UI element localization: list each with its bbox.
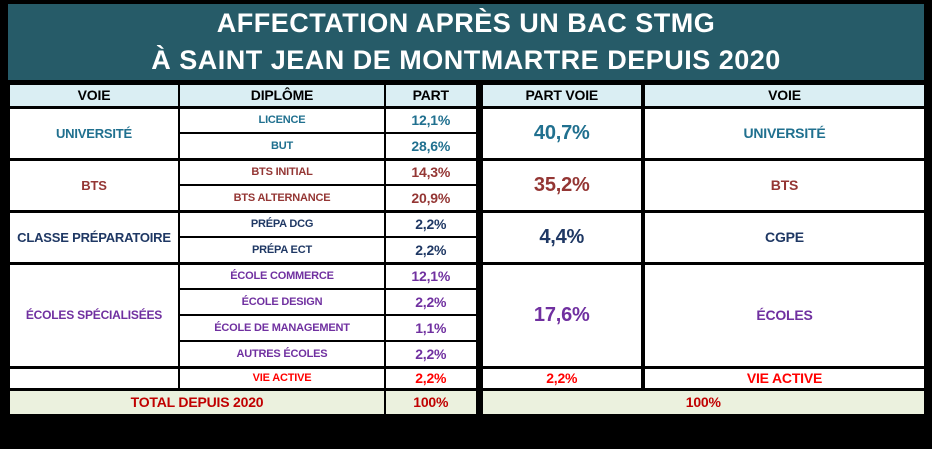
part-cell: 20,9% — [384, 184, 480, 212]
total-label-cell: TOTAL DEPUIS 2020 — [8, 387, 386, 416]
diplome-cell: PRÉPA ECT — [178, 236, 386, 264]
header-part: PART — [384, 83, 480, 108]
header-voie-right: VOIE — [641, 83, 926, 108]
table-row: ÉCOLE DESIGN 2,2% — [9, 288, 925, 316]
diplome-cell: VIE ACTIVE — [178, 365, 386, 390]
part-voie-cell-vie-active: 2,2% — [475, 365, 644, 390]
voie-right-cell-universite: UNIVERSITÉ — [641, 105, 926, 160]
table-row: BTS ALTERNANCE 20,9% — [9, 184, 925, 212]
part-cell: 12,1% — [384, 261, 480, 290]
table-row: PRÉPA ECT 2,2% — [9, 236, 925, 264]
table-row: VIE ACTIVE 2,2% 2,2% VIE ACTIVE — [8, 365, 926, 390]
voie-cell-classe-preparatoire: CLASSE PRÉPARATOIRE — [8, 209, 180, 264]
table-row: BUT 28,6% — [9, 132, 925, 160]
part-cell: 1,1% — [384, 314, 480, 342]
diplome-cell: ÉCOLE DE MANAGEMENT — [178, 314, 386, 342]
diplome-cell: BUT — [178, 132, 386, 160]
voie-cell-empty — [8, 365, 180, 390]
diplome-cell: ÉCOLE DESIGN — [178, 288, 386, 316]
header-diplome: DIPLÔME — [178, 83, 386, 108]
voie-cell-bts: BTS — [8, 157, 180, 212]
part-voie-cell-bts: 35,2% — [475, 157, 644, 212]
part-cell: 2,2% — [384, 236, 480, 264]
affectation-table: VOIE DIPLÔME PART PART VOIE VOIE UNIVERS… — [8, 83, 926, 416]
part-voie-cell-universite: 40,7% — [475, 105, 644, 160]
voie-right-cell-cgpe: CGPE — [641, 209, 926, 264]
table-row: BTS BTS INITIAL 14,3% 35,2% BTS — [8, 157, 926, 212]
part-cell: 2,2% — [384, 365, 480, 390]
title-line-1: AFFECTATION APRÈS UN BAC STMG — [216, 8, 716, 38]
page-title: AFFECTATION APRÈS UN BAC STMG À SAINT JE… — [8, 4, 924, 80]
diplome-cell: BTS INITIAL — [178, 157, 386, 186]
total-row: TOTAL DEPUIS 2020 100% 100% — [8, 387, 926, 416]
part-voie-cell-cgpe: 4,4% — [475, 209, 644, 264]
part-cell: 14,3% — [384, 157, 480, 186]
diplome-cell: BTS ALTERNANCE — [178, 184, 386, 212]
part-cell: 28,6% — [384, 132, 480, 160]
table-row: CLASSE PRÉPARATOIRE PRÉPA DCG 2,2% 4,4% … — [8, 209, 926, 264]
total-part-cell: 100% — [384, 387, 480, 416]
header-part-voie: PART VOIE — [475, 83, 644, 108]
part-cell: 2,2% — [384, 340, 480, 368]
table-row: AUTRES ÉCOLES 2,2% — [9, 340, 925, 368]
voie-cell-universite: UNIVERSITÉ — [8, 105, 180, 160]
table-header-row: VOIE DIPLÔME PART PART VOIE VOIE — [8, 83, 926, 108]
total-part-voie-cell: 100% — [475, 387, 926, 416]
diplome-cell: AUTRES ÉCOLES — [178, 340, 386, 368]
voie-right-cell-ecoles: ÉCOLES — [641, 261, 926, 368]
part-cell: 12,1% — [384, 105, 480, 134]
title-line-2: À SAINT JEAN DE MONTMARTRE DEPUIS 2020 — [151, 45, 781, 75]
voie-cell-ecoles-specialisees: ÉCOLES SPÉCIALISÉES — [8, 261, 180, 368]
voie-right-cell-vie-active: VIE ACTIVE — [641, 365, 926, 390]
table-row: UNIVERSITÉ LICENCE 12,1% 40,7% UNIVERSIT… — [8, 105, 926, 160]
diplome-cell: PRÉPA DCG — [178, 209, 386, 238]
part-cell: 2,2% — [384, 209, 480, 238]
part-voie-cell-ecoles: 17,6% — [475, 261, 644, 368]
voie-right-cell-bts: BTS — [641, 157, 926, 212]
header-voie: VOIE — [8, 83, 180, 108]
diplome-cell: LICENCE — [178, 105, 386, 134]
part-cell: 2,2% — [384, 288, 480, 316]
diplome-cell: ÉCOLE COMMERCE — [178, 261, 386, 290]
table-row: ÉCOLES SPÉCIALISÉES ÉCOLE COMMERCE 12,1%… — [8, 261, 926, 368]
table-row: ÉCOLE DE MANAGEMENT 1,1% — [9, 314, 925, 342]
